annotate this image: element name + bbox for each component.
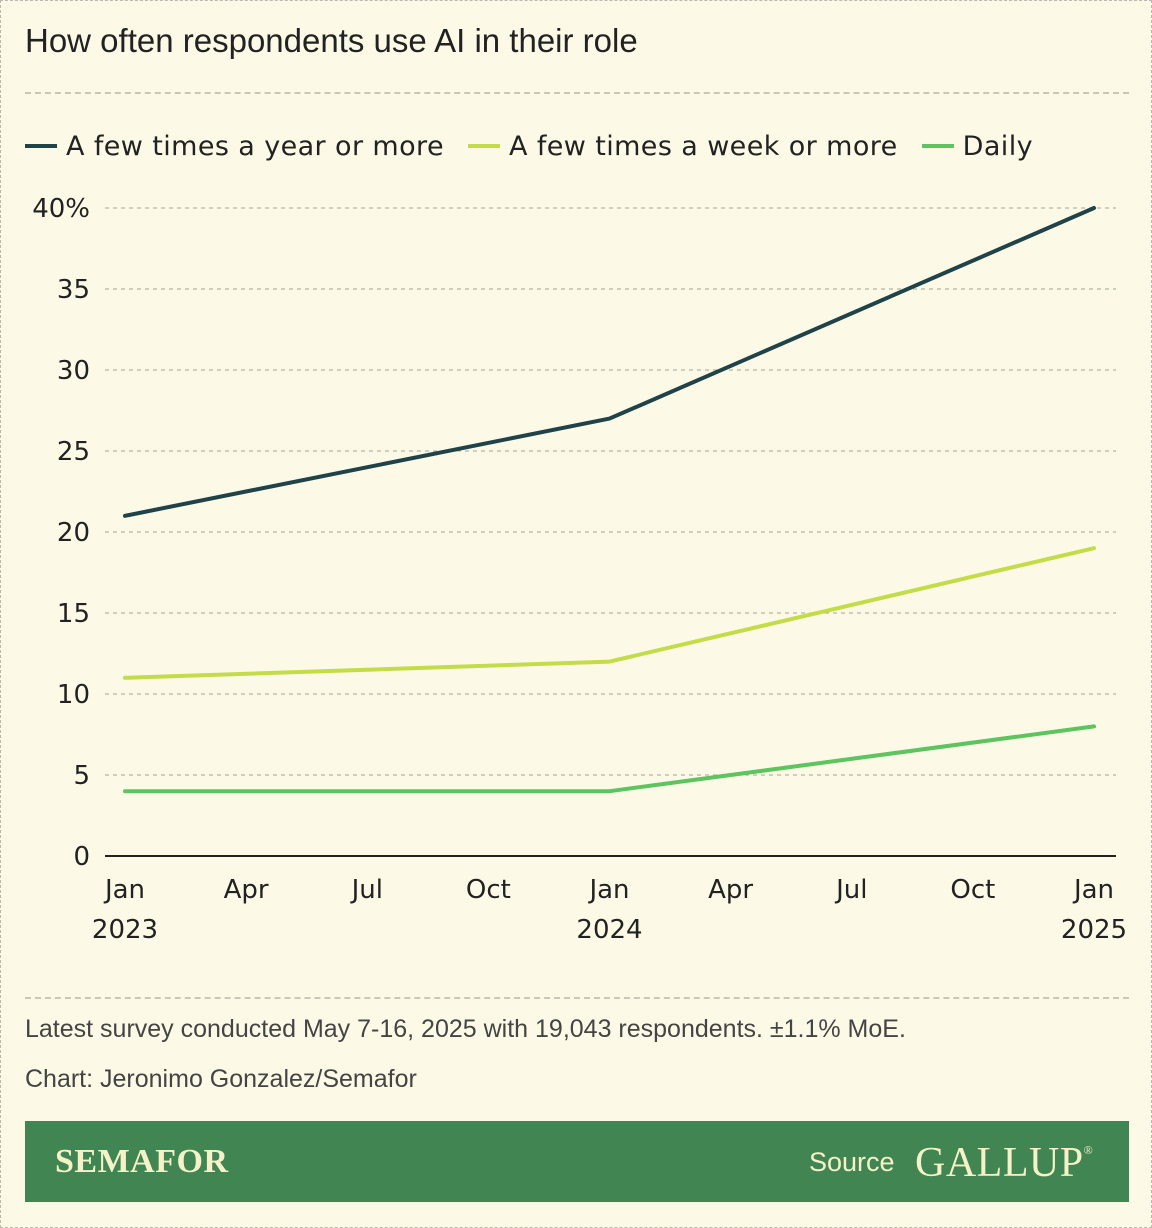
legend-label-week: A few times a week or more <box>508 130 898 162</box>
x-tick-year-4: 2024 <box>576 915 642 945</box>
y-tick-label-15: 15 <box>57 599 90 629</box>
x-tick-label-4: Jan <box>587 875 629 905</box>
semafor-logo: SEMAFOR <box>55 1143 229 1180</box>
x-tick-label-1: Apr <box>224 875 269 905</box>
y-tick-label-20: 20 <box>57 518 90 548</box>
series-line-0 <box>123 206 1096 518</box>
x-tick-label-3: Oct <box>466 875 511 905</box>
legend: A few times a year or more A few times a… <box>25 126 1057 166</box>
x-tick-label-2: Jul <box>350 875 383 905</box>
gallup-logo: GALLUP® <box>915 1139 1093 1187</box>
y-tick-label-35: 35 <box>57 275 90 305</box>
x-tick-label-8: Jan <box>1072 875 1114 905</box>
bottom-divider <box>25 997 1129 999</box>
series-line-2 <box>123 724 1096 794</box>
legend-item-week: A few times a week or more <box>467 130 898 162</box>
x-tick-label-7: Oct <box>950 875 995 905</box>
source-label: Source <box>809 1147 895 1177</box>
legend-swatch-week <box>467 144 500 148</box>
y-tick-label-10: 10 <box>57 680 90 710</box>
chart-credit: Chart: Jeronimo Gonzalez/Semafor <box>25 1065 417 1093</box>
footer-bar: SEMAFOR Source GALLUP® <box>25 1121 1129 1202</box>
legend-label-year: A few times a year or more <box>66 130 444 162</box>
x-tick-year-0: 2023 <box>92 915 158 945</box>
y-tick-label-25: 25 <box>57 437 90 467</box>
y-tick-label-5: 5 <box>73 761 90 791</box>
registered-mark: ® <box>1083 1143 1094 1157</box>
legend-item-daily: Daily <box>921 130 1033 162</box>
y-tick-label-40: 40% <box>32 194 90 224</box>
legend-item-year: A few times a year or more <box>25 131 444 162</box>
x-tick-label-5: Apr <box>708 875 753 905</box>
chart-title: How often respondents use AI in their ro… <box>25 22 638 59</box>
gallup-logo-text: GALLUP <box>915 1140 1084 1186</box>
series-line-1 <box>123 546 1096 680</box>
x-tick-label-6: Jul <box>834 875 867 905</box>
legend-swatch-daily <box>921 144 954 148</box>
y-tick-label-0: 0 <box>73 842 90 872</box>
legend-label-daily: Daily <box>962 130 1033 162</box>
x-tick-year-8: 2025 <box>1061 915 1127 945</box>
y-tick-label-30: 30 <box>57 356 90 386</box>
footnote: Latest survey conducted May 7-16, 2025 w… <box>25 1015 906 1043</box>
x-tick-label-0: Jan <box>103 875 145 905</box>
legend-swatch-year <box>25 144 57 148</box>
top-divider <box>25 92 1129 94</box>
